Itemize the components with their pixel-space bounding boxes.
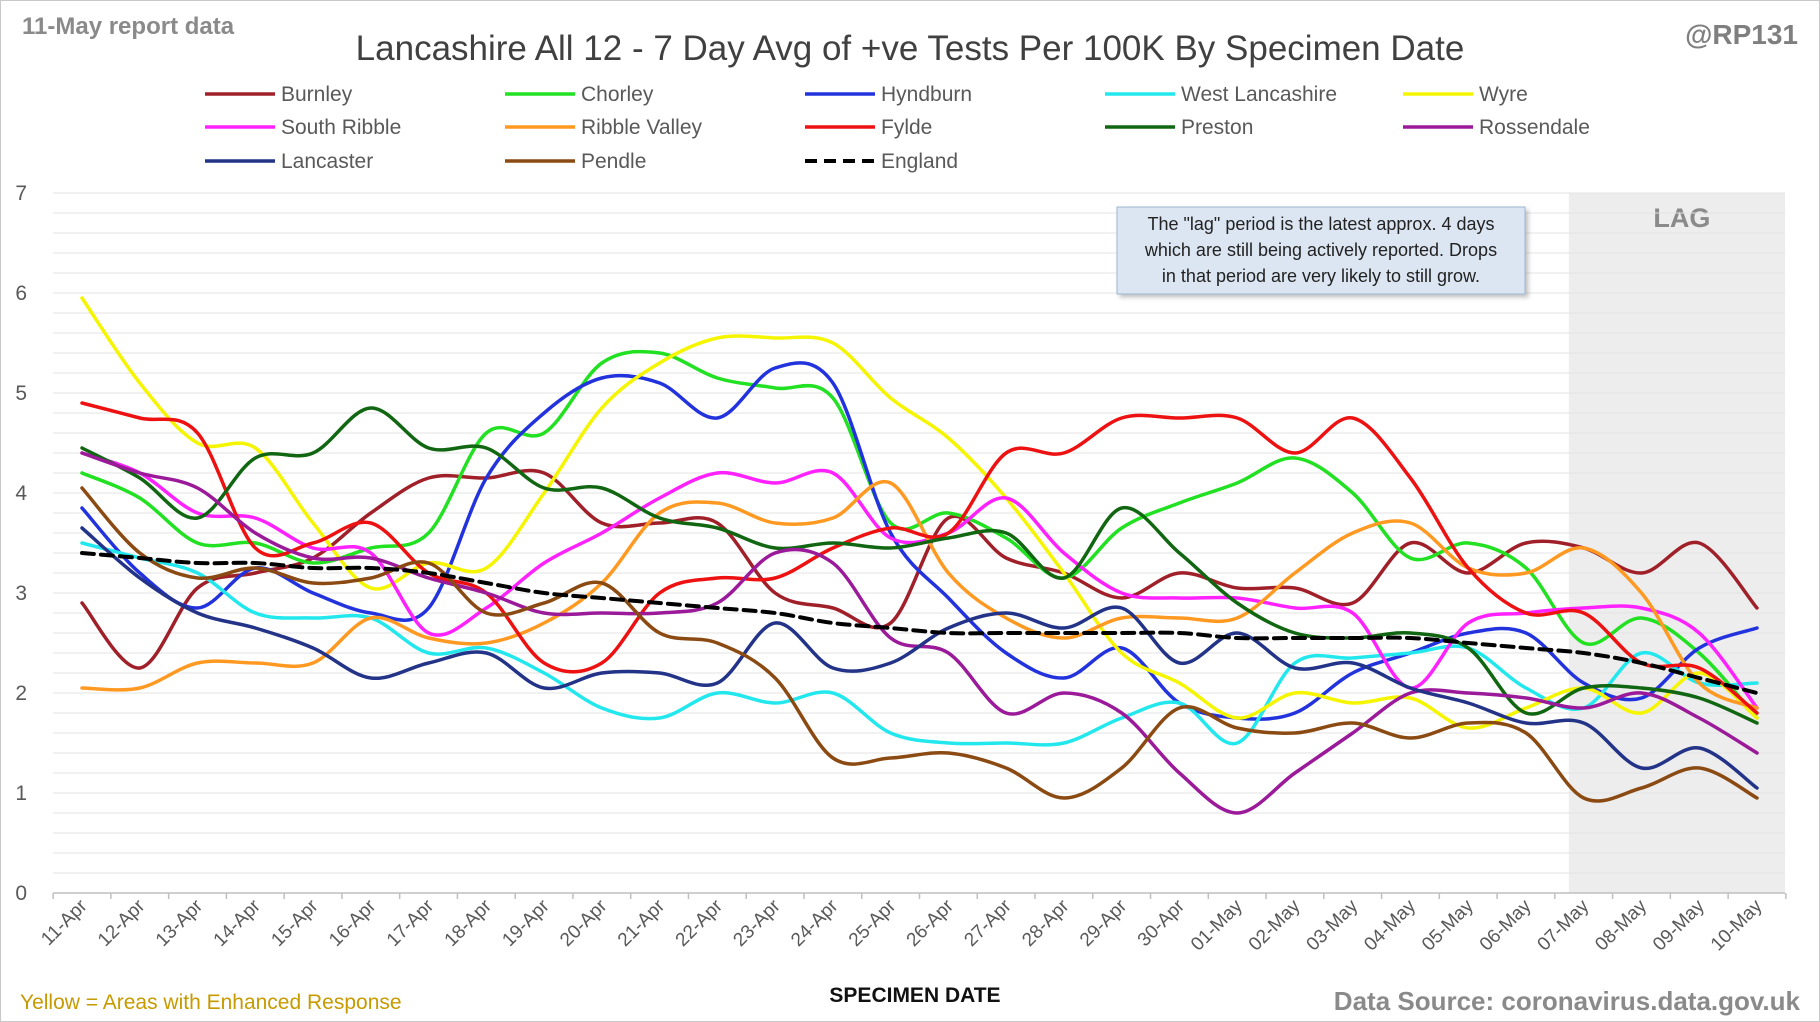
y-tick-label: 2: [15, 682, 27, 705]
series-lines: [80, 296, 1759, 815]
series-line-pendle: [80, 486, 1759, 803]
lag-note-box: [1116, 206, 1526, 295]
legend-chorley-label: Chorley: [581, 83, 654, 106]
y-tick-label: 3: [15, 582, 27, 605]
data-source: Data Source: coronavirus.data.gov.uk: [1334, 986, 1801, 1016]
legend-hyndburn-label: Hyndburn: [881, 83, 972, 106]
series-line-ribble-valley: [80, 479, 1759, 710]
series-line-england: [80, 551, 1759, 695]
enhanced-response-note: Yellow = Areas with Enhanced Response: [20, 991, 402, 1014]
chart-title: Lancashire All 12 - 7 Day Avg of +ve Tes…: [356, 29, 1465, 68]
legend-fylde-label: Fylde: [881, 116, 932, 139]
series-line-wyre: [80, 296, 1759, 730]
legend-pendle-label: Pendle: [581, 150, 646, 173]
series-line-rossendale: [80, 451, 1759, 815]
legend: Burnley Chorley Hyndburn West Lancashire Wyr…: [205, 83, 1590, 173]
y-tick-label: 1: [15, 782, 27, 805]
legend-west-lancashire-label: West Lancashire: [1181, 83, 1337, 106]
legend-lancaster-label: Lancaster: [281, 150, 373, 173]
series-line-fylde: [80, 401, 1759, 715]
legend-wyre-label: Wyre: [1479, 83, 1528, 106]
legend-south-ribble-label: South Ribble: [281, 116, 401, 139]
lag-region: [1568, 193, 1785, 893]
report-date: 11-May report data: [22, 13, 235, 40]
y-tick-label: 0: [15, 882, 27, 905]
x-axis-title: SPECIMEN DATE: [829, 984, 1000, 1007]
lag-note-line-2: which are still being actively reported.…: [1144, 240, 1497, 260]
y-tick-label: 4: [15, 482, 27, 505]
y-tick-label: 6: [15, 282, 27, 305]
lag-note: The "lag" period is the latest approx. 4…: [1116, 206, 1526, 295]
series-line-lancaster: [80, 526, 1759, 790]
legend-preston-label: Preston: [1181, 116, 1253, 139]
legend-ribble-valley-label: Ribble Valley: [581, 116, 703, 139]
legend-england-label: England: [881, 150, 958, 173]
series-line-preston: [80, 406, 1759, 725]
series-line-south-ribble: [80, 451, 1759, 710]
legend-rossendale-label: Rossendale: [1479, 116, 1590, 139]
y-tick-label: 7: [15, 182, 27, 205]
lag-note-line-3: in that period are very likely to still …: [1162, 266, 1480, 286]
author-handle: @RP131: [1685, 19, 1798, 50]
lag-label: LAG: [1653, 203, 1710, 233]
legend-burnley-label: Burnley: [281, 83, 353, 106]
lag-note-line-1: The "lag" period is the latest approx. 4…: [1148, 214, 1495, 234]
y-tick-label: 5: [15, 382, 27, 405]
